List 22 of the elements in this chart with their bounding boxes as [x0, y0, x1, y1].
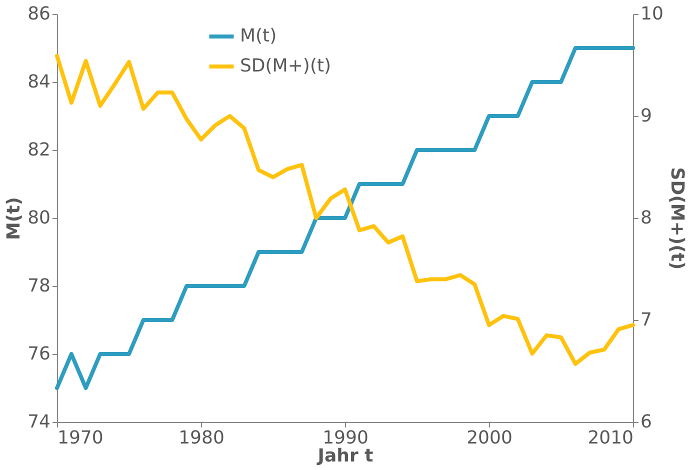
y2-axis-title: SD(M+)(t) — [666, 167, 688, 270]
x-tick-label: 1970 — [58, 428, 104, 448]
x-tick-label: 2000 — [466, 428, 512, 448]
y-tick-label: 74 — [28, 412, 50, 432]
y-tick-label: 84 — [28, 72, 50, 92]
x-axis-title: Jahr t — [316, 446, 374, 466]
legend-label: M(t) — [240, 26, 277, 46]
y-tick-label: 78 — [28, 276, 50, 296]
y-axis-title: M(t) — [4, 197, 25, 240]
y2-tick-label: 6 — [640, 412, 652, 432]
y-tick-label: 86 — [28, 4, 50, 24]
y2-tick-label: 10 — [640, 4, 664, 24]
x-tick-label: 1990 — [322, 428, 368, 448]
y2-tick-label: 7 — [640, 310, 652, 330]
y2-tick-label: 9 — [640, 106, 652, 126]
x-tick-label: 2010 — [588, 428, 634, 448]
y-tick-label: 82 — [28, 140, 50, 160]
y-tick-label: 76 — [28, 344, 50, 364]
y-tick-label: 80 — [28, 208, 50, 228]
y2-tick-label: 8 — [640, 208, 652, 228]
x-tick-label: 1980 — [178, 428, 224, 448]
legend-label: SD(M+)(t) — [240, 56, 332, 76]
